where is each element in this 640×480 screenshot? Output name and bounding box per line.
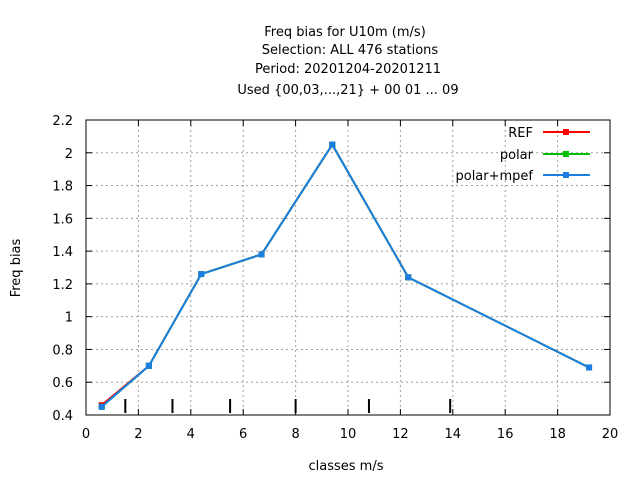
y-tick-label: 0.4 [52,409,73,424]
y-tick-label: 0.8 [52,343,73,358]
x-tick-labels: 0 2 4 6 8 10 12 14 16 18 20 [82,427,618,442]
legend-label: REF [508,126,533,141]
data-point [98,403,105,410]
y-tick-labels: 0.4 0.6 0.8 1 1.2 1.4 1.6 1.8 2 2.2 [52,114,73,424]
x-tick-label: 12 [392,427,409,442]
legend-entry: polar [500,148,590,163]
y-tick-label: 1.2 [52,278,73,293]
legend-label: polar+mpef [455,169,533,184]
x-axis-label: classes m/s [309,459,384,474]
legend-swatch-marker [563,172,569,178]
legend-swatch-marker [563,129,569,135]
y-tick-label: 1.4 [52,245,73,260]
x-tick-label: 8 [291,427,299,442]
y-tick-label: 2 [65,147,73,162]
legend-swatch-marker [563,151,569,157]
series-layer [98,141,593,410]
data-point [145,362,152,369]
y-tick-label: 1.6 [52,212,73,227]
legend: REF polar polar+mpef [455,126,590,184]
chart-title: Freq bias for U10m (m/s) Selection: ALL … [237,25,458,98]
data-point [405,274,412,281]
title-line-4: Used {00,03,...,21} + 00 01 ... 09 [237,83,458,98]
x-tick-label: 4 [187,427,195,442]
grid [86,120,610,415]
class-boundary-marks [124,399,452,413]
data-point [198,271,205,278]
y-tick-label: 1.8 [52,180,73,195]
x-tick-label: 0 [82,427,90,442]
x-tick-label: 2 [134,427,142,442]
data-point [329,141,336,148]
y-tick-label: 2.2 [52,114,73,129]
x-tick-label: 16 [497,427,514,442]
series-polar-mpef [98,141,593,410]
title-line-1: Freq bias for U10m (m/s) [264,25,426,40]
legend-label: polar [500,148,534,163]
data-point [258,251,265,258]
legend-entry: polar+mpef [455,169,590,184]
x-tick-label: 6 [239,427,247,442]
axis-ticks [85,119,611,416]
x-tick-label: 10 [340,427,357,442]
y-axis-label: Freq bias [9,238,24,297]
title-line-2: Selection: ALL 476 stations [262,43,439,58]
y-tick-label: 1 [65,311,73,326]
y-tick-label: 0.6 [52,376,73,391]
x-tick-label: 14 [445,427,462,442]
x-tick-label: 20 [602,427,619,442]
title-line-3: Period: 20201204-20201211 [255,62,441,77]
x-tick-label: 18 [549,427,566,442]
legend-entry: REF [508,126,590,141]
data-point [586,364,593,371]
